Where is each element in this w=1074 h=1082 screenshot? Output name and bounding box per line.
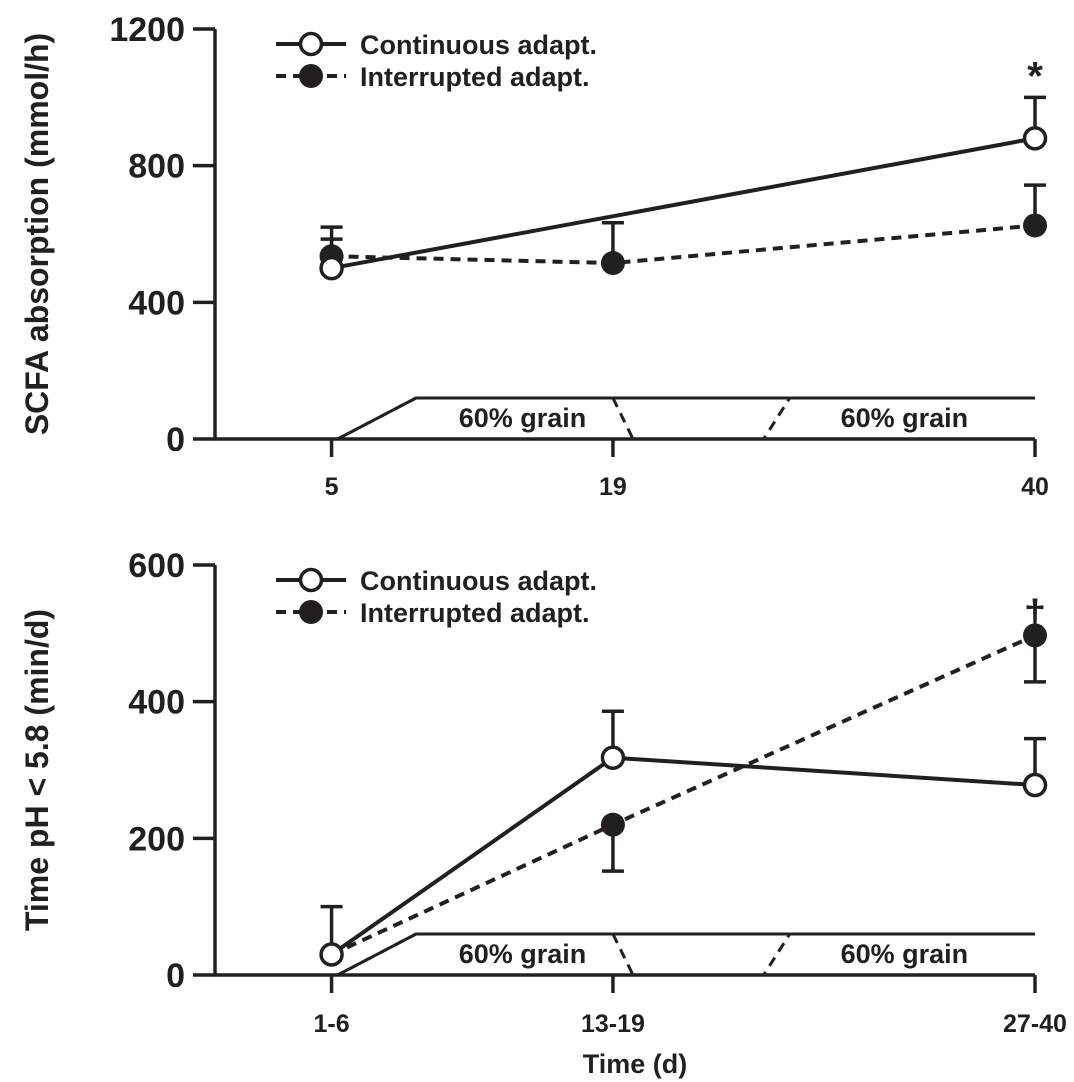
diet-continuous-line (215, 396, 1035, 441)
data-point-continuous (319, 942, 344, 967)
diet-interrupted-line (215, 932, 1035, 977)
x-tick-label: 19 (599, 473, 627, 501)
data-point-continuous (319, 255, 344, 281)
y-tick-label: 400 (128, 684, 185, 722)
legend-label: Continuous adapt. (360, 566, 597, 596)
legend-label: Continuous adapt. (360, 30, 597, 60)
legend-marker-continuous (298, 31, 324, 57)
x-axis-title: Time (d) (583, 1049, 688, 1079)
x-tick-label: 5 (325, 473, 339, 501)
data-point-continuous (1022, 772, 1048, 798)
diet-continuous-line (215, 932, 1035, 977)
legend-marker-continuous (298, 567, 324, 593)
data-point-continuous (600, 745, 626, 770)
series-line-interrupted (330, 633, 1036, 957)
x-tick-label: 27-40 (1003, 1010, 1067, 1038)
x-tick-label: 13-19 (581, 1010, 645, 1038)
grain-label: 60% grain (841, 939, 969, 969)
y-axis-title: SCFA absorption (mmol/h) (19, 33, 55, 435)
y-tick-label: 0 (166, 421, 185, 459)
series-line-continuous (331, 136, 1036, 271)
diet-interrupted-line (215, 396, 1035, 441)
y-tick-label: 400 (128, 284, 185, 322)
legend-marker-interrupted (299, 600, 323, 624)
data-point-interrupted (1023, 213, 1047, 238)
data-point-interrupted (600, 812, 625, 837)
significance-mark: * (1027, 54, 1043, 98)
panel-top-scfa: 0 400 800 1200 5 19 40 SCFA absorption (mmol/h)… (19, 11, 1049, 501)
data-point-interrupted (600, 251, 625, 276)
series-line-continuous (330, 755, 1036, 957)
legend-marker-interrupted (299, 64, 323, 88)
data-point-interrupted (1023, 623, 1047, 648)
data-point-continuous (1022, 126, 1048, 151)
x-tick-label: 1-6 (313, 1010, 349, 1038)
legend-label: Interrupted adapt. (360, 598, 590, 628)
grain-label: 60% grain (841, 403, 969, 433)
grain-label: 60% grain (459, 939, 587, 969)
series-line-interrupted (331, 223, 1036, 266)
y-tick-label: 1200 (109, 11, 185, 49)
legend-label: Interrupted adapt. (360, 62, 590, 92)
x-tick-label: 40 (1021, 473, 1049, 501)
y-axis-title: Time pH < 5.8 (min/d) (19, 609, 55, 931)
significance-mark: † (1024, 592, 1046, 636)
y-tick-label: 0 (166, 957, 185, 995)
y-tick-label: 200 (128, 820, 185, 858)
panel-bottom-ph: 0 200 400 600 1-6 13-19 27-40 Time pH < 5.8 (mi… (19, 547, 1067, 1079)
y-tick-label: 800 (128, 148, 185, 186)
grain-label: 60% grain (459, 403, 587, 433)
y-tick-label: 600 (128, 547, 185, 585)
